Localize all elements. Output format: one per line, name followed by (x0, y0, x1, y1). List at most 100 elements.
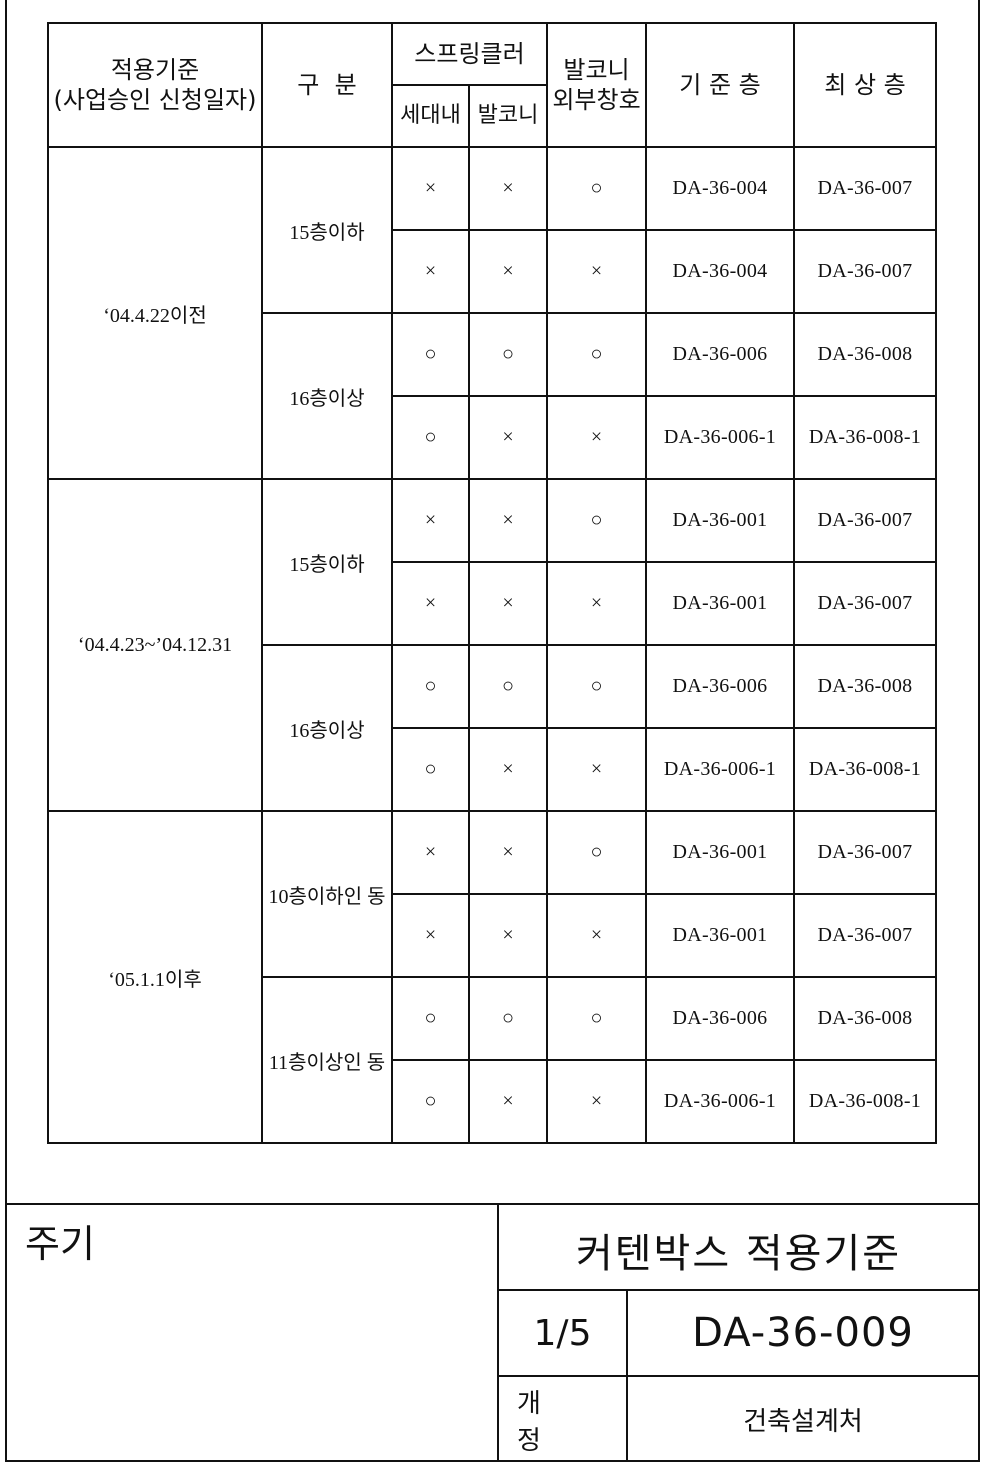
table-row: 16층이상 ○ ○ ○ DA-36-006 DA-36-008 (48, 644, 937, 812)
balcony-window-mark: ○ (546, 478, 647, 563)
balcony-window-mark: ○ (546, 146, 647, 231)
base-floor-drawing-code: DA-36-001 (645, 810, 795, 895)
title-row-number: 1/5 DA-36-009 (499, 1291, 978, 1377)
title-row-revision: 개 정 건축설계처 (499, 1377, 978, 1462)
balcony-window-mark: × (546, 561, 647, 646)
balcony-window-mark: ○ (546, 644, 647, 729)
floor-category-cell: 15층이하 (261, 478, 393, 646)
table-row: ○ × × DA-36-006-1 DA-36-008-1 (48, 1059, 937, 1144)
floor-category-cell: 11층이상인 동 (261, 976, 393, 1144)
sprinkler-in-unit-mark: × (391, 893, 470, 978)
floor-category-cell: 16층이상 (261, 312, 393, 480)
balcony-window-mark: × (546, 893, 647, 978)
sprinkler-in-unit-mark: ○ (391, 312, 470, 397)
top-floor-drawing-code: DA-36-007 (793, 478, 937, 563)
sprinkler-balcony-mark: × (468, 1059, 548, 1144)
top-floor-drawing-code: DA-36-008 (793, 976, 937, 1061)
sprinkler-balcony-mark: × (468, 561, 548, 646)
table-row: ○ × × DA-36-006-1 DA-36-008-1 (48, 727, 937, 812)
sprinkler-in-unit-mark: × (391, 561, 470, 646)
drawing-frame (5, 0, 980, 1462)
curtain-box-standard-table: 적용기준 (사업승인 신청일자) 구 분 스프링클러 발코니 외부창호 기 준 … (47, 22, 937, 1144)
balcony-window-mark: ○ (546, 810, 647, 895)
top-floor-drawing-code: DA-36-007 (793, 561, 937, 646)
sprinkler-balcony-mark: × (468, 395, 548, 480)
top-floor-drawing-code: DA-36-008-1 (793, 395, 937, 480)
sprinkler-balcony-mark: ○ (468, 312, 548, 397)
base-floor-drawing-code: DA-36-006-1 (645, 1059, 795, 1144)
top-floor-drawing-code: DA-36-007 (793, 229, 937, 314)
base-floor-drawing-code: DA-36-004 (645, 146, 795, 231)
table-row: ‘04.4.22이전 15층이하 × × ○ DA-36-004 DA-36-007 (47, 146, 937, 480)
header-sprinkler-balcony: 발코니 (468, 84, 548, 148)
page-number: 1/5 (499, 1291, 628, 1375)
header-base-floor: 기 준 층 (645, 22, 795, 148)
sprinkler-balcony-mark: × (468, 478, 548, 563)
balcony-window-mark: × (546, 1059, 647, 1144)
table-row: × × × DA-36-001 DA-36-007 (48, 893, 937, 978)
standard-date-cell: ‘04.4.23~’04.12.31 (47, 478, 263, 812)
base-floor-drawing-code: DA-36-006 (645, 976, 795, 1061)
note-label: 주기 (25, 1222, 95, 1266)
floor-category-cell: 15층이하 (261, 146, 393, 314)
base-floor-drawing-code: DA-36-001 (645, 478, 795, 563)
department: 건축설계처 (743, 1407, 863, 1437)
base-floor-drawing-code: DA-36-006 (645, 644, 795, 729)
sprinkler-in-unit-mark: ○ (391, 644, 470, 729)
title-block: 주기 커텐박스 적용기준 1/5 DA-36-009 개 정 건축설계처 (5, 1203, 980, 1462)
top-floor-drawing-code: DA-36-008-1 (793, 727, 937, 812)
base-floor-drawing-code: DA-36-006-1 (645, 395, 795, 480)
table-row: ‘04.4.23~’04.12.31 15층이하 × × ○ DA-36-001 DA-36… (47, 478, 937, 812)
header-category: 구 분 (261, 22, 393, 148)
sprinkler-in-unit-mark: ○ (391, 976, 470, 1061)
top-floor-drawing-code: DA-36-008 (793, 312, 937, 397)
document-number: DA-36-009 (692, 1310, 914, 1356)
sprinkler-in-unit-mark: ○ (391, 1059, 470, 1144)
sprinkler-in-unit-mark: ○ (391, 395, 470, 480)
sprinkler-in-unit-mark: ○ (391, 727, 470, 812)
table-row: × × × DA-36-004 DA-36-007 (48, 229, 937, 314)
base-floor-drawing-code: DA-36-006-1 (645, 727, 795, 812)
sprinkler-balcony-mark: ○ (468, 644, 548, 729)
sprinkler-balcony-mark: × (468, 810, 548, 895)
sprinkler-in-unit-mark: × (391, 229, 470, 314)
sprinkler-balcony-mark: ○ (468, 976, 548, 1061)
table-row: × × × DA-36-001 DA-36-007 (48, 561, 937, 646)
base-floor-drawing-code: DA-36-006 (645, 312, 795, 397)
drawing-title: 커텐박스 적용기준 (499, 1205, 978, 1291)
table-row: 11층이상인 동 ○ ○ ○ DA-36-006 DA-36-008 (48, 976, 937, 1144)
balcony-window-mark: × (546, 395, 647, 480)
sprinkler-balcony-mark: × (468, 229, 548, 314)
sprinkler-in-unit-mark: × (391, 810, 470, 895)
sprinkler-balcony-mark: × (468, 893, 548, 978)
top-floor-drawing-code: DA-36-007 (793, 893, 937, 978)
floor-category-cell: 10층이하인 동 (261, 810, 393, 978)
table-row: ‘05.1.1이후 10층이하인 동 × × ○ DA-36-001 DA-36-007 (47, 810, 937, 1144)
balcony-window-mark: × (546, 727, 647, 812)
sprinkler-in-unit-mark: × (391, 478, 470, 563)
balcony-window-mark: ○ (546, 976, 647, 1061)
sprinkler-balcony-mark: × (468, 146, 548, 231)
top-floor-drawing-code: DA-36-008 (793, 644, 937, 729)
balcony-window-mark: ○ (546, 312, 647, 397)
header-standard: 적용기준 (사업승인 신청일자) (47, 22, 263, 148)
base-floor-drawing-code: DA-36-001 (645, 893, 795, 978)
header-top-floor: 최 상 층 (793, 22, 937, 148)
standard-date-cell: ‘05.1.1이후 (47, 810, 263, 1144)
sprinkler-in-unit-mark: × (391, 146, 470, 231)
top-floor-drawing-code: DA-36-008-1 (793, 1059, 937, 1144)
sprinkler-balcony-mark: × (468, 727, 548, 812)
revision-label: 개 정 (499, 1377, 628, 1462)
table-row: ○ × × DA-36-006-1 DA-36-008-1 (48, 395, 937, 480)
header-sprinkler: 스프링클러 (391, 22, 548, 86)
base-floor-drawing-code: DA-36-001 (645, 561, 795, 646)
header-sprinkler-in-unit: 세대내 (391, 84, 470, 148)
top-floor-drawing-code: DA-36-007 (793, 146, 937, 231)
balcony-window-mark: × (546, 229, 647, 314)
floor-category-cell: 16층이상 (261, 644, 393, 812)
base-floor-drawing-code: DA-36-004 (645, 229, 795, 314)
title-block-right: 커텐박스 적용기준 1/5 DA-36-009 개 정 건축설계처 (497, 1205, 978, 1462)
table-row: 16층이상 ○ ○ ○ DA-36-006 DA-36-008 (48, 312, 937, 480)
standard-date-cell: ‘04.4.22이전 (47, 146, 263, 480)
header-balcony-window: 발코니 외부창호 (546, 22, 647, 148)
